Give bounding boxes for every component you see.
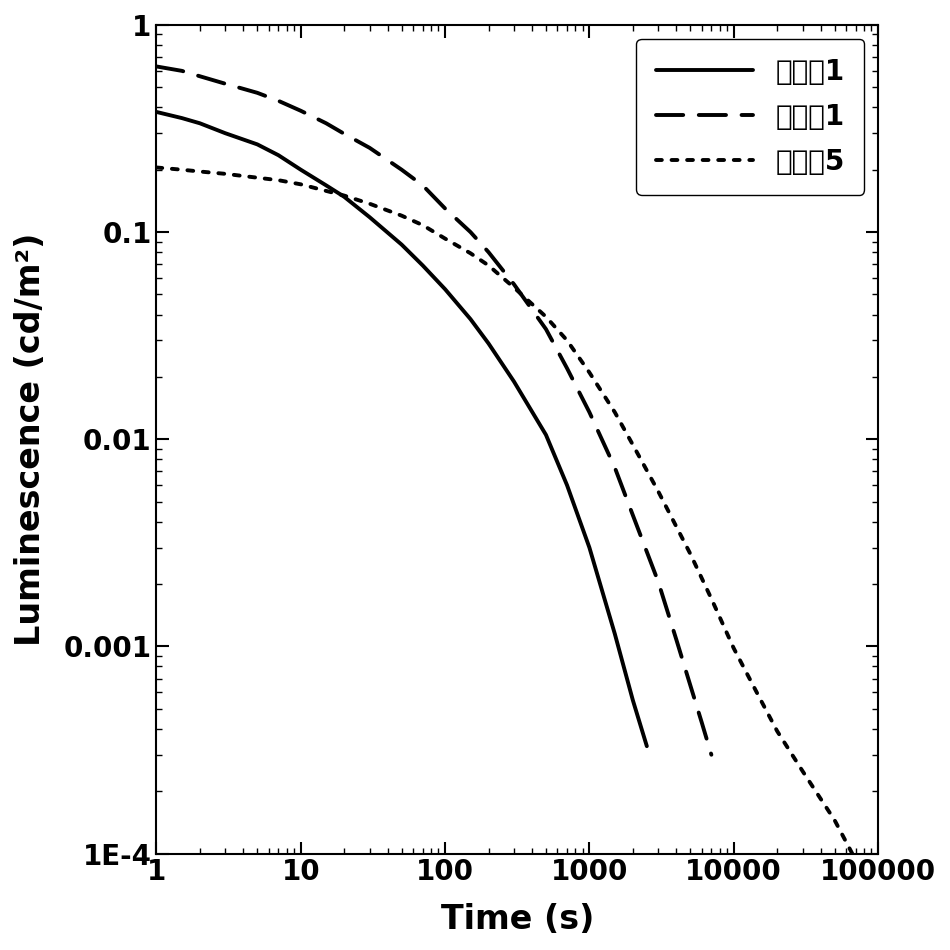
实施例1 (653, 576, 664, 587)
比较例1 (338, 191, 350, 202)
实施例5 (850, 854, 862, 865)
实施例1 (252, 87, 263, 99)
比较例1 (641, 740, 653, 751)
比较例1 (483, 338, 494, 350)
实施例5 (439, 233, 450, 244)
实施例1 (194, 70, 205, 82)
实施例5 (653, 485, 664, 497)
比较例1 (541, 429, 552, 441)
实施例5 (627, 439, 638, 450)
比较例1 (508, 376, 520, 388)
实施例1 (508, 278, 520, 290)
实施例1 (696, 716, 708, 728)
Legend: 比较例1, 实施例1, 实施例5: 比较例1, 实施例1, 实施例5 (636, 39, 864, 195)
实施例5 (706, 593, 717, 604)
实施例1 (219, 78, 231, 89)
实施例1 (364, 142, 375, 154)
实施例5 (609, 407, 620, 418)
实施例1 (706, 749, 717, 760)
实施例1 (273, 95, 284, 106)
实施例5 (194, 166, 205, 178)
实施例5 (872, 891, 884, 902)
比较例1 (151, 106, 162, 118)
实施例5 (483, 259, 494, 271)
实施例5 (728, 642, 739, 654)
实施例1 (671, 634, 682, 645)
实施例5 (508, 282, 520, 294)
比较例1 (295, 164, 307, 176)
实施例1 (483, 246, 494, 257)
Line: 实施例1: 实施例1 (157, 66, 712, 754)
比较例1 (219, 127, 231, 139)
比较例1 (627, 694, 638, 706)
实施例5 (771, 726, 783, 737)
实施例5 (797, 766, 808, 777)
Line: 实施例5: 实施例5 (157, 167, 878, 897)
实施例1 (320, 118, 332, 129)
比较例1 (273, 149, 284, 161)
Line: 比较例1: 比较例1 (157, 112, 647, 746)
比较例1 (439, 283, 450, 294)
实施例5 (417, 219, 428, 231)
实施例5 (364, 198, 375, 209)
实施例5 (252, 172, 263, 183)
实施例5 (320, 185, 332, 197)
实施例5 (176, 164, 187, 176)
X-axis label: Time (s): Time (s) (441, 903, 594, 936)
实施例5 (561, 334, 573, 346)
实施例5 (396, 210, 408, 221)
实施例5 (465, 248, 476, 259)
实施例5 (295, 179, 307, 190)
实施例1 (439, 202, 450, 214)
实施例1 (417, 180, 428, 191)
实施例1 (583, 407, 595, 418)
比较例1 (465, 314, 476, 325)
比较例1 (364, 212, 375, 223)
实施例5 (151, 162, 162, 173)
比较例1 (396, 238, 408, 250)
实施例1 (338, 128, 350, 140)
实施例5 (583, 367, 595, 378)
比较例1 (609, 628, 620, 639)
实施例5 (541, 311, 552, 322)
比较例1 (583, 542, 595, 553)
实施例5 (753, 692, 765, 703)
实施例1 (295, 105, 307, 117)
实施例1 (541, 323, 552, 334)
实施例1 (465, 226, 476, 238)
比较例1 (194, 118, 205, 129)
Y-axis label: Luminescence (cd/m²): Luminescence (cd/m²) (14, 233, 47, 646)
比较例1 (561, 480, 573, 491)
实施例1 (609, 462, 620, 473)
实施例5 (219, 168, 231, 180)
比较例1 (417, 259, 428, 271)
比较例1 (176, 112, 187, 124)
比较例1 (320, 180, 332, 191)
实施例5 (685, 548, 696, 560)
实施例5 (273, 175, 284, 186)
实施例1 (685, 679, 696, 691)
实施例1 (151, 61, 162, 72)
比较例1 (252, 139, 263, 150)
实施例1 (627, 509, 638, 521)
实施例1 (561, 363, 573, 374)
实施例1 (396, 164, 408, 176)
实施例5 (829, 814, 841, 826)
实施例1 (176, 66, 187, 77)
实施例5 (338, 190, 350, 201)
